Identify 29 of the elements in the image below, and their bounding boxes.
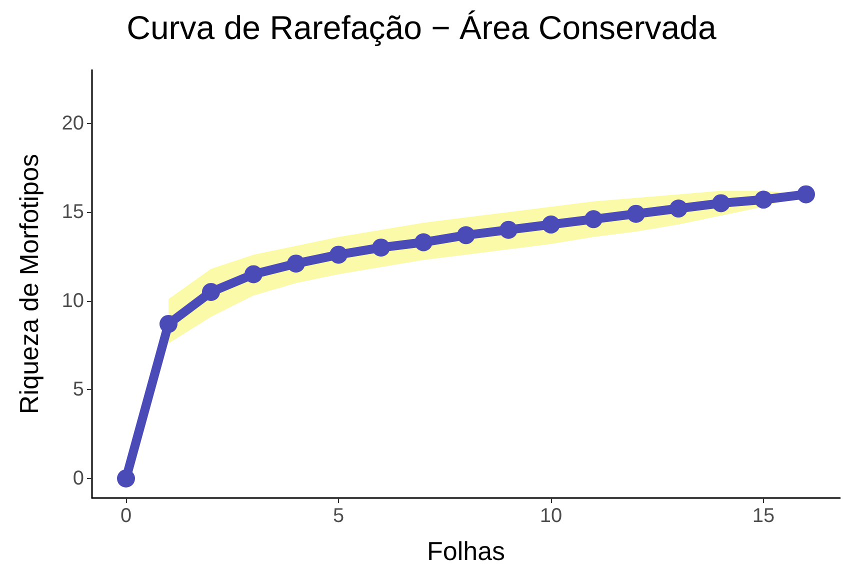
x-tick-label: 5 xyxy=(332,505,344,527)
point xyxy=(542,216,560,234)
x-tick-label: 10 xyxy=(540,505,562,527)
x-axis-title: Folhas xyxy=(426,536,506,566)
y-tick-label: 0 xyxy=(72,467,84,490)
point xyxy=(160,314,178,333)
point xyxy=(670,200,688,218)
y-tick-label: 5 xyxy=(72,378,84,401)
y-tick-label: 10 xyxy=(62,290,84,312)
point xyxy=(244,265,262,284)
point xyxy=(754,190,772,209)
point xyxy=(712,194,730,212)
point xyxy=(330,246,348,264)
point xyxy=(457,226,475,244)
point xyxy=(287,254,305,273)
point xyxy=(202,282,220,301)
point xyxy=(500,220,518,239)
x-tick-label: 0 xyxy=(120,505,132,527)
y-axis-title: Riqueza de Morfotipos xyxy=(14,154,44,414)
point xyxy=(584,210,602,228)
point xyxy=(372,238,390,257)
x-tick-label: 15 xyxy=(752,505,775,527)
chart-title: Curva de Rarefação − Área Conservada xyxy=(126,9,718,46)
point xyxy=(117,469,135,488)
point xyxy=(414,233,432,252)
point xyxy=(627,204,645,223)
y-tick-label: 15 xyxy=(62,201,84,224)
y-tick-label: 20 xyxy=(62,112,84,134)
point xyxy=(797,185,815,204)
